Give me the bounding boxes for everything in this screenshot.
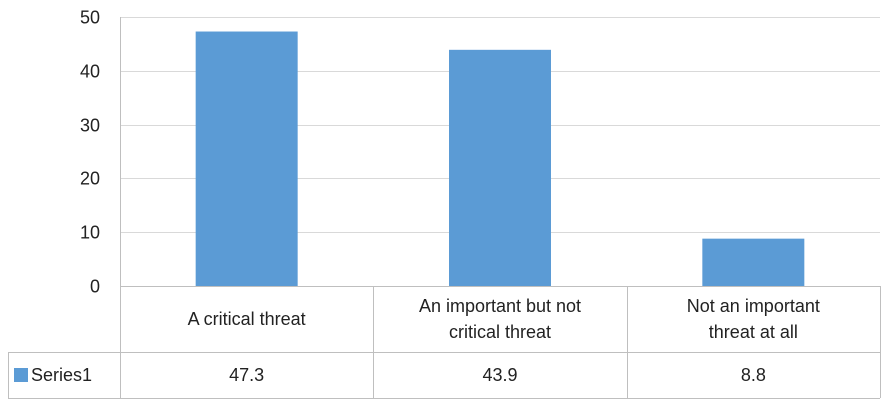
y-tick-label: 10	[80, 223, 100, 243]
legend-key	[14, 368, 28, 382]
category-label: threat at all	[709, 322, 798, 342]
data-table-value: 47.3	[229, 365, 264, 385]
y-axis-tick-labels: 0 10 20 30 40 50	[80, 8, 100, 297]
data-table-value: 43.9	[482, 365, 517, 385]
y-tick-label: 50	[80, 8, 100, 28]
bars	[195, 31, 805, 287]
category-label: critical threat	[449, 322, 551, 342]
y-tick-label: 0	[90, 277, 100, 297]
bar	[702, 238, 805, 286]
data-table: A critical threat An important but not cri…	[8, 286, 881, 399]
bar	[449, 49, 551, 287]
y-tick-label: 20	[80, 169, 100, 189]
bar	[195, 31, 298, 286]
category-label: A critical threat	[188, 309, 306, 329]
category-label: An important but not	[419, 296, 581, 316]
category-label: Not an important	[687, 296, 820, 316]
y-tick-label: 30	[80, 116, 100, 136]
y-tick-label: 40	[80, 62, 100, 82]
series-name: Series1	[31, 365, 92, 385]
data-table-value: 8.8	[741, 365, 766, 385]
